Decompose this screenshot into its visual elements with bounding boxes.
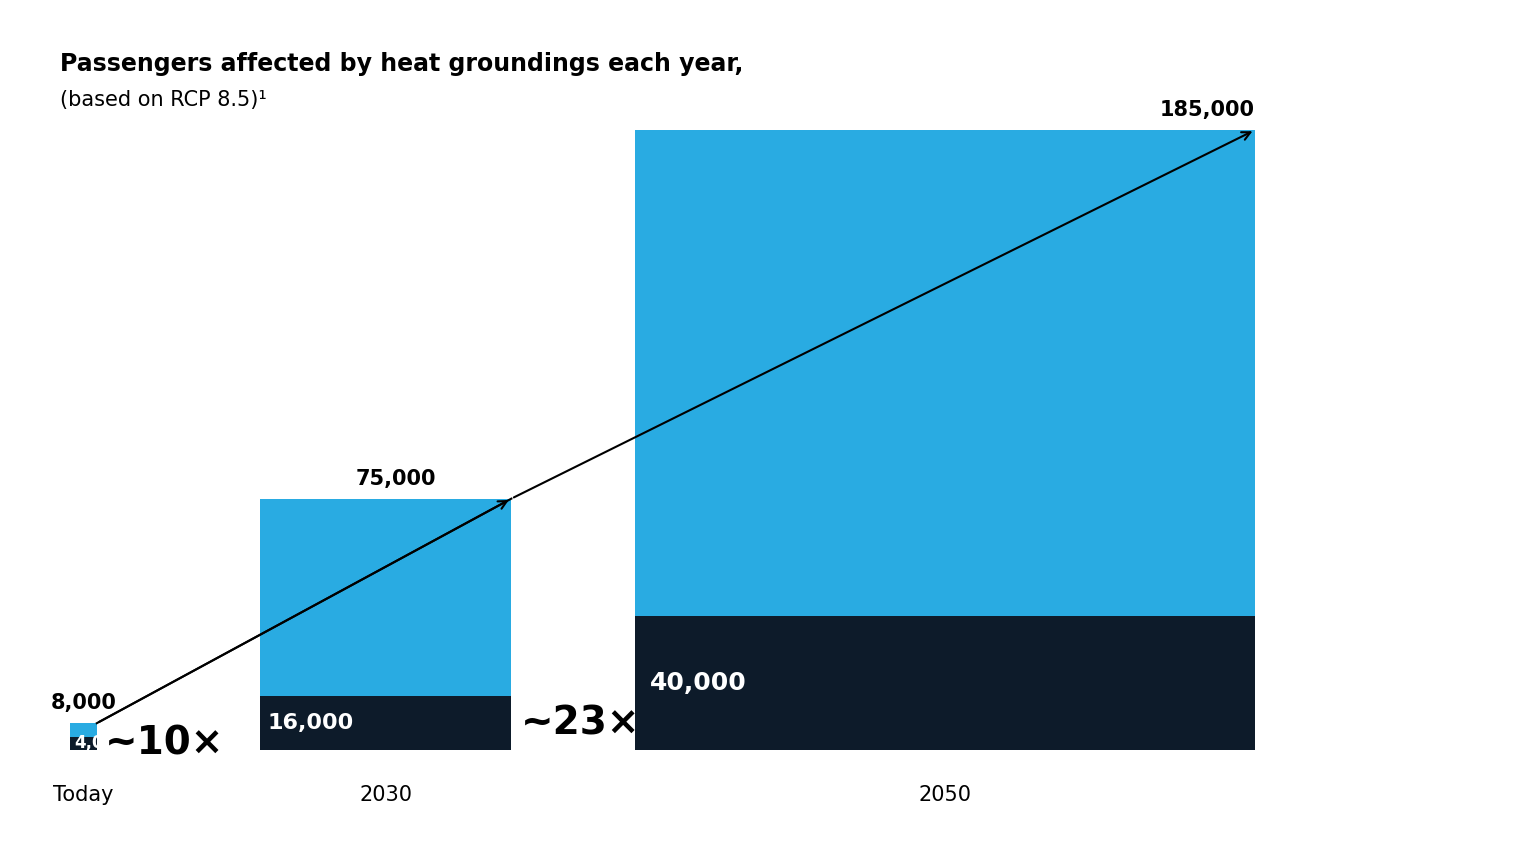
Bar (634, 130, 1255, 750)
Text: 2030: 2030 (359, 785, 412, 805)
Text: 16,000: 16,000 (267, 713, 355, 734)
Text: Today: Today (54, 785, 114, 805)
Text: 75,000: 75,000 (355, 468, 436, 489)
Bar (71, 723, 97, 750)
Bar (71, 737, 97, 750)
Text: Passengers affected by heat groundings each year,: Passengers affected by heat groundings e… (60, 52, 743, 76)
Bar (634, 616, 1255, 750)
Text: 8,000: 8,000 (51, 693, 117, 713)
Text: 4,000: 4,000 (74, 734, 126, 753)
Text: (based on RCP 8.5)¹: (based on RCP 8.5)¹ (60, 90, 267, 110)
Bar (260, 499, 511, 750)
Text: ~23×: ~23× (521, 704, 641, 742)
Bar (260, 696, 511, 750)
Text: 2050: 2050 (919, 785, 971, 805)
Text: 40,000: 40,000 (650, 671, 746, 695)
Text: ~10×: ~10× (104, 724, 224, 762)
Text: 185,000: 185,000 (1160, 100, 1255, 120)
